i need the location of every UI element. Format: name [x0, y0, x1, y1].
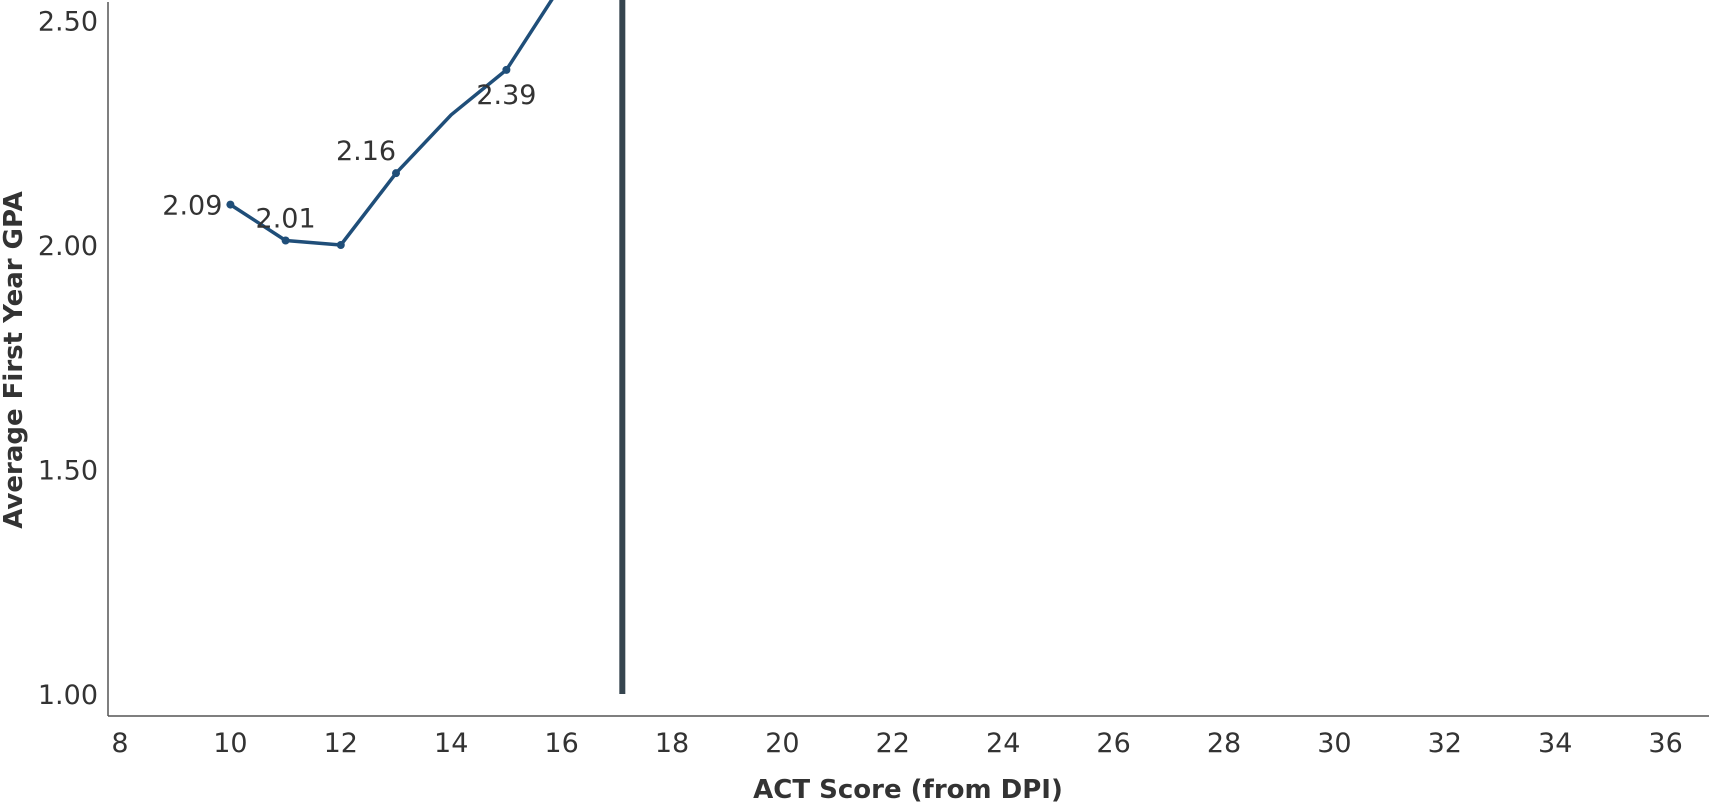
data-point — [281, 236, 290, 245]
series-line — [228, 0, 554, 247]
x-tick-label: 36 — [1648, 728, 1682, 759]
x-tick-label: 22 — [876, 728, 910, 759]
data-label: 2.39 — [476, 80, 536, 111]
x-tick-label: 28 — [1207, 728, 1241, 759]
x-tick-label: 10 — [213, 728, 247, 759]
x-tick-label: 24 — [986, 728, 1020, 759]
markers-group — [226, 65, 511, 249]
data-point — [336, 241, 345, 249]
x-tick-label: 14 — [434, 728, 468, 759]
y-tick-label: 2.00 — [38, 231, 98, 262]
y-axis-title: Average First Year GPA — [0, 191, 29, 529]
y-tick-label: 1.50 — [38, 456, 98, 487]
y-tick-label: 1.00 — [38, 680, 98, 711]
data-point — [392, 169, 400, 178]
data-label: 2.01 — [256, 204, 316, 235]
data-label: 2.16 — [336, 136, 396, 167]
x-tick-label: 20 — [765, 728, 799, 759]
x-axis-title: ACT Score (from DPI) — [753, 775, 1063, 805]
data-label: 2.09 — [162, 191, 222, 222]
series-group — [228, 0, 554, 247]
x-tick-label: 26 — [1096, 728, 1130, 759]
data-labels-group: 2.092.012.162.392.682.853.003.133.253.35… — [162, 80, 536, 235]
x-tick-label: 32 — [1428, 728, 1462, 759]
x-axis-ticks: 8 10 12 14 16 18 20 22 24 26 28 30 32 34 36 — [111, 728, 1682, 759]
y-tick-label: 2.50 — [38, 7, 98, 38]
data-point — [226, 200, 235, 209]
x-tick-label: 34 — [1538, 728, 1572, 759]
x-tick-label: 30 — [1317, 728, 1351, 759]
x-tick-label: 16 — [544, 728, 578, 759]
plot-area — [107, 2, 1709, 717]
x-tick-label: 12 — [324, 728, 358, 759]
x-tick-label: 18 — [655, 728, 689, 759]
x-tick-label: 8 — [111, 728, 128, 759]
y-axis-ticks: 1.001.502.002.503.003.504.00 — [38, 7, 98, 712]
data-point — [502, 65, 511, 74]
